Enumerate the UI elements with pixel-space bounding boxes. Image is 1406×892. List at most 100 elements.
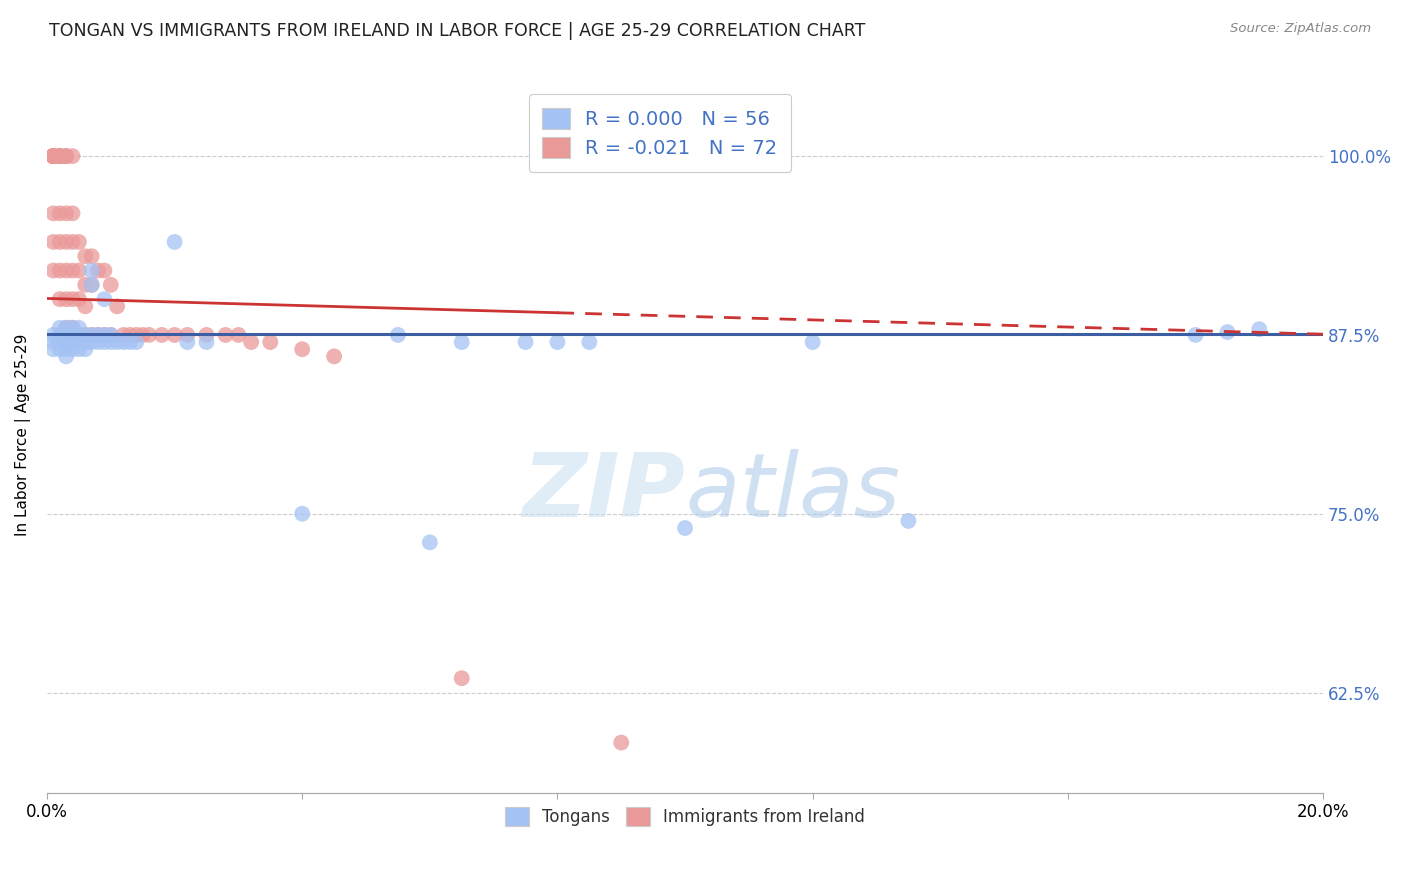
Point: [55, 343, 77, 357]
Point: [48, 263, 70, 277]
Point: [62, 327, 84, 342]
Point: [75, 277, 97, 292]
Point: [62, 334, 84, 349]
Point: [87, 327, 110, 342]
Point: [48, 206, 70, 220]
Point: [75, 249, 97, 263]
Point: [259, 334, 281, 349]
Point: [228, 327, 250, 342]
Point: [48, 149, 70, 163]
Point: [100, 327, 122, 342]
Point: [801, 334, 824, 349]
Point: [387, 327, 409, 342]
Point: [42, 149, 65, 163]
Point: [75, 343, 97, 357]
Point: [62, 263, 84, 277]
Point: [48, 343, 70, 357]
Point: [62, 206, 84, 220]
Point: [138, 327, 160, 342]
Point: [515, 334, 537, 349]
Point: [55, 149, 77, 163]
Point: [118, 327, 141, 342]
Point: [42, 327, 65, 342]
Point: [48, 149, 70, 163]
Point: [80, 249, 103, 263]
Point: [80, 327, 103, 342]
Point: [48, 292, 70, 306]
Text: Source: ZipAtlas.com: Source: ZipAtlas.com: [1230, 22, 1371, 36]
Point: [48, 149, 70, 163]
Point: [291, 343, 314, 357]
Point: [75, 327, 97, 342]
Point: [75, 327, 97, 342]
Point: [93, 327, 115, 342]
Point: [42, 206, 65, 220]
Point: [62, 320, 84, 334]
Point: [67, 327, 90, 342]
Point: [100, 277, 122, 292]
Point: [55, 149, 77, 163]
Point: [62, 327, 84, 342]
Point: [897, 514, 920, 528]
Point: [55, 263, 77, 277]
Point: [42, 235, 65, 249]
Point: [214, 327, 236, 342]
Point: [450, 334, 472, 349]
Point: [100, 334, 122, 349]
Point: [673, 521, 696, 535]
Point: [176, 327, 198, 342]
Point: [163, 327, 186, 342]
Point: [48, 149, 70, 163]
Point: [55, 149, 77, 163]
Point: [67, 334, 90, 349]
Point: [112, 327, 135, 342]
Point: [55, 206, 77, 220]
Point: [1249, 322, 1271, 336]
Point: [163, 235, 186, 249]
Point: [55, 320, 77, 334]
Point: [48, 334, 70, 349]
Point: [87, 334, 110, 349]
Point: [87, 263, 110, 277]
Legend: Tongans, Immigrants from Ireland: Tongans, Immigrants from Ireland: [496, 799, 873, 834]
Point: [419, 535, 441, 549]
Point: [87, 327, 110, 342]
Point: [48, 149, 70, 163]
Point: [93, 263, 115, 277]
Point: [67, 334, 90, 349]
Point: [42, 334, 65, 349]
Point: [195, 334, 218, 349]
Point: [323, 350, 346, 364]
Point: [93, 292, 115, 306]
Point: [42, 149, 65, 163]
Point: [62, 334, 84, 349]
Point: [67, 343, 90, 357]
Point: [80, 263, 103, 277]
Point: [75, 334, 97, 349]
Point: [578, 334, 600, 349]
Point: [55, 320, 77, 334]
Point: [48, 327, 70, 342]
Point: [75, 299, 97, 313]
Point: [93, 327, 115, 342]
Point: [48, 320, 70, 334]
Point: [195, 327, 218, 342]
Point: [118, 334, 141, 349]
Point: [67, 235, 90, 249]
Point: [131, 327, 153, 342]
Point: [42, 263, 65, 277]
Point: [67, 320, 90, 334]
Point: [80, 277, 103, 292]
Text: TONGAN VS IMMIGRANTS FROM IRELAND IN LABOR FORCE | AGE 25-29 CORRELATION CHART: TONGAN VS IMMIGRANTS FROM IRELAND IN LAB…: [49, 22, 866, 40]
Point: [67, 327, 90, 342]
Point: [55, 235, 77, 249]
Point: [125, 327, 148, 342]
Point: [67, 292, 90, 306]
Point: [42, 149, 65, 163]
Point: [150, 327, 173, 342]
Point: [1184, 327, 1206, 342]
Point: [176, 334, 198, 349]
Point: [55, 327, 77, 342]
Point: [80, 327, 103, 342]
Point: [55, 334, 77, 349]
